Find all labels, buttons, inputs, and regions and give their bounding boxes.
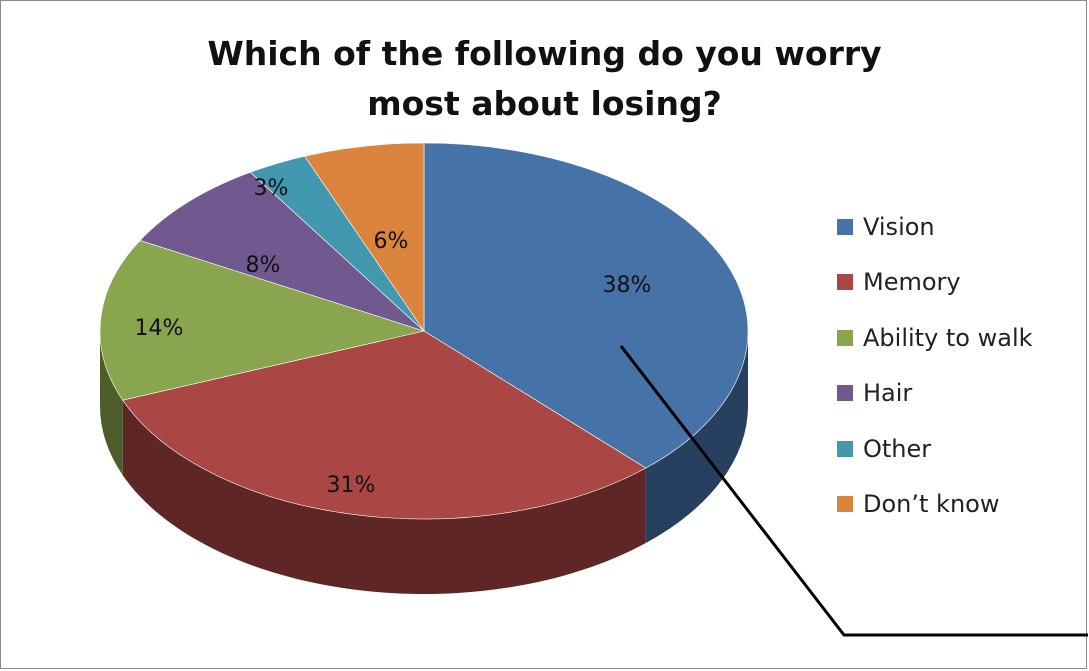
data-label-vision: 38% <box>603 273 652 298</box>
chart-title-line-1: Which of the following do you worry <box>207 34 882 73</box>
legend-label-memory: Memory <box>863 268 961 297</box>
legend-label-ability-to-walk: Ability to walk <box>863 323 1033 352</box>
legend-swatch-dont-know <box>837 496 853 513</box>
pie-slice-hair <box>139 171 425 332</box>
data-label-other: 3% <box>254 176 289 201</box>
data-label-hair: 8% <box>246 253 281 278</box>
legend-item-other: Other <box>837 421 1033 477</box>
legend-item-memory: Memory <box>837 255 1033 311</box>
pie-slice-vision <box>423 142 749 469</box>
data-label-ability-to-walk: 14% <box>135 316 184 341</box>
pie-slice-ability-to-walk <box>99 240 426 401</box>
legend-swatch-hair <box>837 385 853 402</box>
chart-title: Which of the following do you worry most… <box>1 29 1088 129</box>
legend-swatch-ability-to-walk <box>837 329 853 346</box>
legend-item-hair: Hair <box>837 366 1033 422</box>
legend: Vision Memory Ability to walk Hair Other… <box>837 199 1033 532</box>
data-label-dont-know: 6% <box>374 229 409 254</box>
legend-item-ability-to-walk: Ability to walk <box>837 310 1033 366</box>
legend-swatch-other <box>837 440 853 457</box>
legend-swatch-memory <box>837 274 853 291</box>
pie-side-vision <box>645 331 748 544</box>
legend-label-other: Other <box>863 434 932 463</box>
data-label-memory: 31% <box>327 473 376 498</box>
legend-item-dont-know: Don’t know <box>837 477 1033 533</box>
legend-label-vision: Vision <box>863 212 935 241</box>
pie-side-memory <box>122 400 646 594</box>
legend-swatch-vision <box>837 218 853 235</box>
legend-label-hair: Hair <box>863 379 913 408</box>
legend-label-dont-know: Don’t know <box>863 490 1000 519</box>
chart-title-line-2: most about losing? <box>367 84 722 123</box>
leader-line <box>619 345 1088 637</box>
pie-slice-dont-know <box>304 142 425 332</box>
pie-slice-memory <box>122 330 647 520</box>
legend-item-vision: Vision <box>837 199 1033 255</box>
